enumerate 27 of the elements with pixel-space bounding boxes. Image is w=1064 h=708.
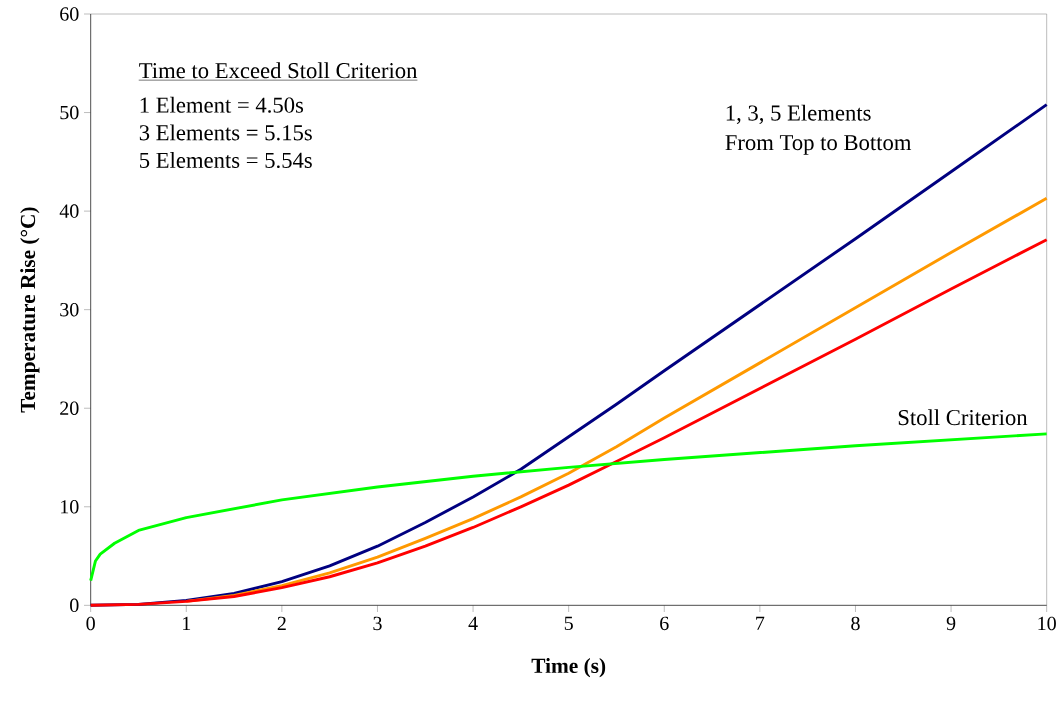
annotation: 1, 3, 5 Elements [726,104,871,124]
x-tick-label: 0 [86,616,95,631]
y-tick-label: 30 [60,302,79,317]
x-tick-label: 4 [468,616,478,630]
y-axis-title: Temperature Rise (°C) [20,207,40,413]
y-tick-label: 20 [60,401,79,415]
y-tick-label: 60 [60,7,79,21]
series-label: Stoll Criterion [898,409,1028,426]
x-tick-label: 3 [373,616,382,631]
x-tick-label: 7 [756,616,765,630]
x-axis-title: Time (s) [531,658,606,678]
y-tick-label: 0 [70,598,79,613]
annotation: Time to Exceed Stoll Criterion [139,62,418,79]
y-tick-label: 50 [60,105,79,120]
x-tick-label: 2 [277,616,286,630]
annotation: 5 Elements = 5.54s [140,152,312,169]
y-tick-label: 40 [59,204,79,218]
y-tick-label: 10 [61,500,79,514]
x-tick-label: 10 [1038,616,1056,631]
x-tick-label: 1 [183,616,191,630]
annotation: From Top to Bottom [725,135,912,155]
x-tick-label: 9 [946,616,956,631]
x-tick-label: 8 [851,616,860,631]
x-tick-label: 5 [564,616,573,630]
annotation: 1 Element = 4.50s [140,96,304,113]
annotation: 3 Elements = 5.15s [139,124,312,141]
x-tick-label: 6 [660,616,669,631]
